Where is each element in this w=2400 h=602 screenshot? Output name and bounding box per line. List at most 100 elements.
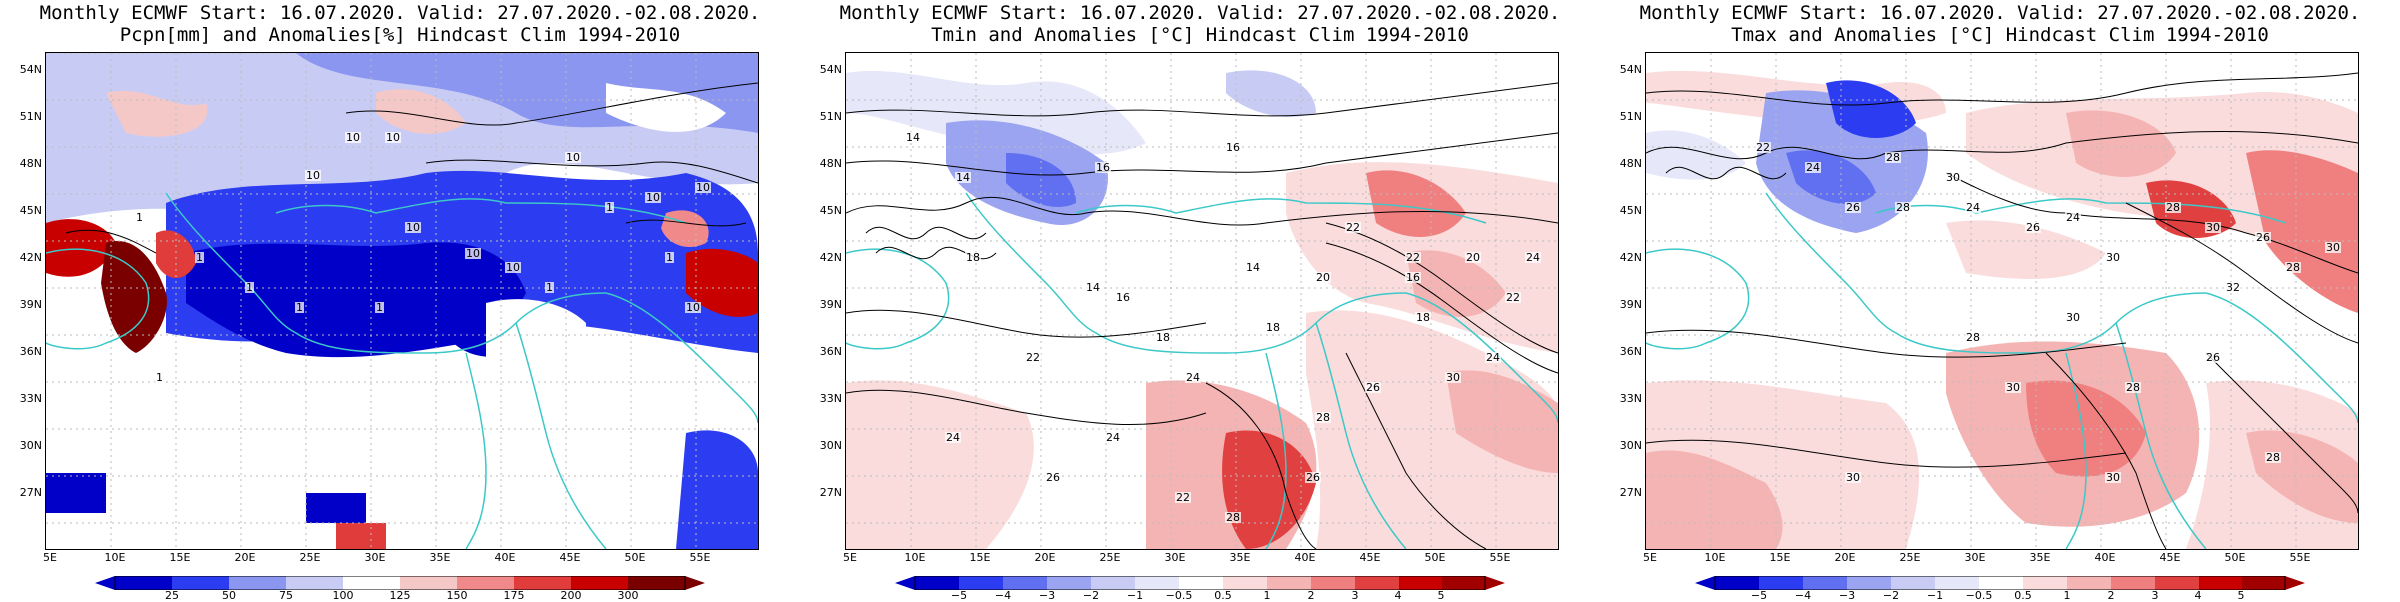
colorbar-tick: 150 bbox=[446, 589, 468, 602]
contour-label: 10 bbox=[305, 169, 321, 182]
colorbar-tick: −5 bbox=[1750, 589, 1768, 602]
contour-label: 14 bbox=[955, 171, 971, 184]
tmax-panel: Monthly ECMWF Start: 16.07.2020. Valid: … bbox=[1600, 0, 2400, 602]
longitude-label: 45E bbox=[1359, 551, 1381, 564]
colorbar-tick: 50 bbox=[222, 589, 236, 602]
colorbar-tick: −0.5 bbox=[1165, 589, 1193, 602]
colorbar-tick: −2 bbox=[1882, 589, 1900, 602]
contour-label: 22 bbox=[1505, 291, 1521, 304]
contour-label: 1 bbox=[245, 281, 254, 294]
longitude-label: 35E bbox=[429, 551, 451, 564]
contour-label: 28 bbox=[2285, 261, 2301, 274]
latitude-label: 30N bbox=[19, 439, 42, 452]
latitude-label: 33N bbox=[1619, 392, 1642, 405]
longitude-label: 20E bbox=[234, 551, 256, 564]
contour-label: 26 bbox=[1365, 381, 1381, 394]
colorbar-tick: 4 bbox=[1394, 589, 1402, 602]
contour-label: 1 bbox=[665, 251, 674, 264]
contour-label: 24 bbox=[1525, 251, 1541, 264]
colorbar-tick: 25 bbox=[165, 589, 179, 602]
latitude-label: 36N bbox=[819, 345, 842, 358]
longitude-label: 35E bbox=[1229, 551, 1251, 564]
longitude-label: 15E bbox=[969, 551, 991, 564]
colorbar-tick: −4 bbox=[994, 589, 1012, 602]
contour-label: 28 bbox=[1885, 151, 1901, 164]
contour-label: 10 bbox=[505, 261, 521, 274]
colorbar-tick: 2 bbox=[2107, 589, 2115, 602]
contour-label: 1 bbox=[155, 371, 164, 384]
latitude-label: 51N bbox=[19, 110, 42, 123]
tmin-map bbox=[845, 52, 1559, 550]
longitude-label: 30E bbox=[364, 551, 386, 564]
contour-label: 26 bbox=[2205, 351, 2221, 364]
colorbar-tick: 3 bbox=[1351, 589, 1359, 602]
contour-label: 30 bbox=[2105, 251, 2121, 264]
latitude-label: 51N bbox=[1619, 110, 1642, 123]
longitude-label: 55E bbox=[1489, 551, 1511, 564]
colorbar-tick: −4 bbox=[1794, 589, 1812, 602]
contour-label: 16 bbox=[1095, 161, 1111, 174]
contour-label: 26 bbox=[1045, 471, 1061, 484]
colorbar-tick: 4 bbox=[2194, 589, 2202, 602]
contour-label: 10 bbox=[405, 221, 421, 234]
latitude-label: 42N bbox=[1619, 251, 1642, 264]
contour-label: 28 bbox=[1965, 331, 1981, 344]
latitude-label: 45N bbox=[1619, 204, 1642, 217]
contour-label: 30 bbox=[1945, 171, 1961, 184]
colorbar-tick: −2 bbox=[1082, 589, 1100, 602]
precip-panel: Monthly ECMWF Start: 16.07.2020. Valid: … bbox=[0, 0, 800, 602]
contour-label: 20 bbox=[1315, 271, 1331, 284]
precip-map bbox=[45, 52, 759, 550]
contour-label: 30 bbox=[2005, 381, 2021, 394]
latitude-label: 36N bbox=[1619, 345, 1642, 358]
contour-label: 24 bbox=[1965, 201, 1981, 214]
colorbar-tick: −3 bbox=[1838, 589, 1856, 602]
latitude-label: 48N bbox=[19, 157, 42, 170]
contour-label: 26 bbox=[2255, 231, 2271, 244]
colorbar-tick: 3 bbox=[2151, 589, 2159, 602]
contour-label: 26 bbox=[1845, 201, 1861, 214]
contour-label: 30 bbox=[2065, 311, 2081, 324]
latitude-label: 45N bbox=[19, 204, 42, 217]
contour-label: 32 bbox=[2225, 281, 2241, 294]
contour-label: 26 bbox=[1305, 471, 1321, 484]
colorbar-tick: −1 bbox=[1126, 589, 1144, 602]
contour-label: 16 bbox=[1405, 271, 1421, 284]
longitude-label: 15E bbox=[169, 551, 191, 564]
colorbar-tick: 125 bbox=[389, 589, 411, 602]
panel-title: Monthly ECMWF Start: 16.07.2020. Valid: … bbox=[839, 2, 1561, 24]
longitude-label: 40E bbox=[2094, 551, 2116, 564]
precip-colorbar bbox=[95, 576, 705, 590]
colorbar-tick: −3 bbox=[1038, 589, 1056, 602]
colorbar-tick: −0.5 bbox=[1965, 589, 1993, 602]
latitude-label: 39N bbox=[1619, 298, 1642, 311]
contour-label: 22 bbox=[1175, 491, 1191, 504]
latitude-label: 51N bbox=[819, 110, 842, 123]
contour-label: 18 bbox=[1155, 331, 1171, 344]
longitude-label: 40E bbox=[494, 551, 516, 564]
longitude-label: 5E bbox=[1643, 551, 1657, 564]
contour-label: 30 bbox=[2325, 241, 2341, 254]
contour-label: 1 bbox=[295, 301, 304, 314]
contour-label: 14 bbox=[1085, 281, 1101, 294]
contour-label: 1 bbox=[605, 201, 614, 214]
tmax-colorbar bbox=[1695, 576, 2305, 590]
tmin-panel: Monthly ECMWF Start: 16.07.2020. Valid: … bbox=[800, 0, 1600, 602]
longitude-label: 55E bbox=[689, 551, 711, 564]
longitude-label: 25E bbox=[1899, 551, 1921, 564]
contour-label: 28 bbox=[2165, 201, 2181, 214]
panel-title: Monthly ECMWF Start: 16.07.2020. Valid: … bbox=[39, 2, 761, 24]
longitude-label: 55E bbox=[2289, 551, 2311, 564]
longitude-label: 35E bbox=[2029, 551, 2051, 564]
latitude-label: 39N bbox=[19, 298, 42, 311]
longitude-label: 45E bbox=[559, 551, 581, 564]
latitude-label: 54N bbox=[819, 63, 842, 76]
contour-label: 28 bbox=[1315, 411, 1331, 424]
colorbar-tick: 1 bbox=[1263, 589, 1271, 602]
longitude-label: 50E bbox=[2224, 551, 2246, 564]
longitude-label: 40E bbox=[1294, 551, 1316, 564]
colorbar-tick: 0.5 bbox=[2014, 589, 2032, 602]
longitude-label: 25E bbox=[1099, 551, 1121, 564]
colorbar-tick: −5 bbox=[950, 589, 968, 602]
contour-label: 22 bbox=[1755, 141, 1771, 154]
